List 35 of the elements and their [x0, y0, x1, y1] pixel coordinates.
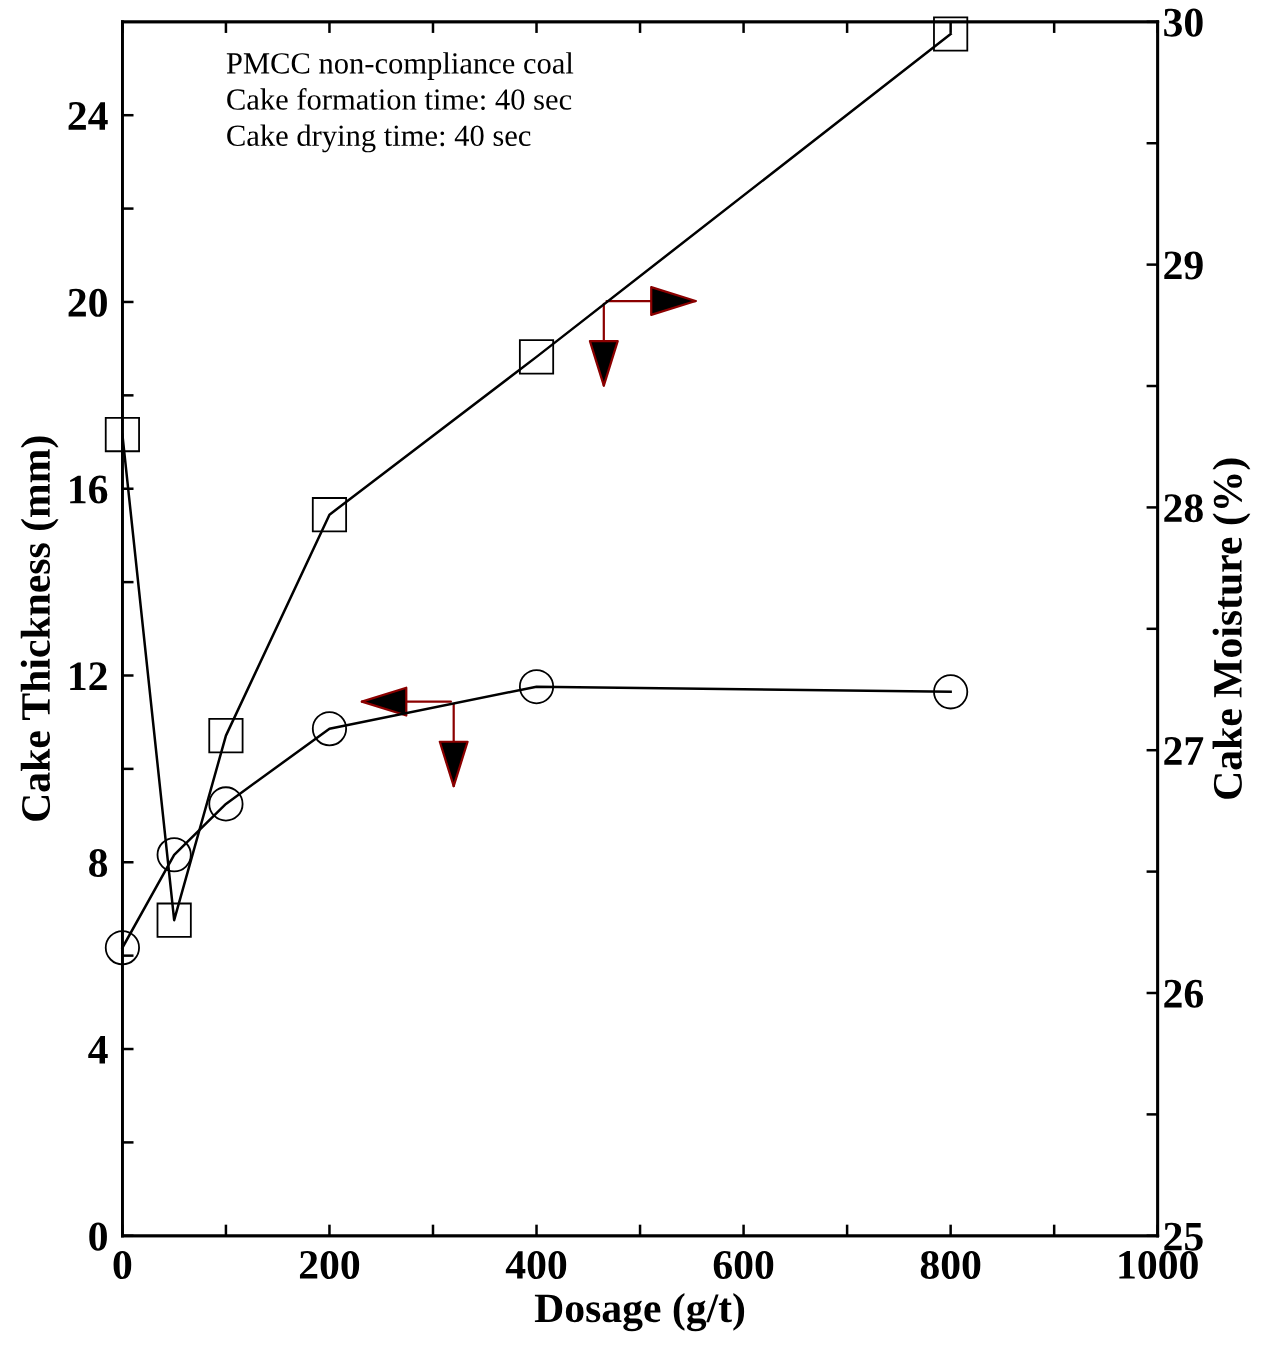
point: [518, 669, 555, 705]
y-tick-label: 12: [70, 662, 107, 690]
y-tick-label: 0: [89, 1222, 107, 1251]
y2-tick-label: 28: [1164, 494, 1203, 523]
x-axis-title: Dosage (g/t): [534, 1293, 745, 1332]
y2-tick-label: 25: [1164, 1222, 1203, 1251]
x-tick-label: 600: [713, 1250, 774, 1279]
x-tick-label: 400: [505, 1250, 567, 1279]
y-tick-label: 16: [70, 475, 108, 504]
y2-tick-label: 29: [1164, 251, 1203, 280]
y2-axis-title: Cake Moisture (%): [1212, 458, 1251, 799]
x-tick-label: 0: [113, 1250, 132, 1279]
point: [933, 674, 969, 710]
point: [156, 902, 192, 938]
y-tick-label: 24: [68, 102, 108, 130]
y2-tick-label: 30: [1164, 8, 1203, 37]
y2-tick-label: 27: [1164, 737, 1204, 765]
y-tick-label: 20: [68, 288, 107, 317]
point: [311, 711, 348, 747]
x-tick-label: 800: [920, 1250, 981, 1279]
y2-tick-label: 26: [1164, 979, 1204, 1008]
y-tick-label: 4: [88, 1036, 108, 1064]
point: [104, 416, 140, 453]
point: [933, 16, 969, 52]
point: [311, 497, 348, 533]
x-tick-label: 200: [299, 1250, 360, 1279]
point: [156, 837, 192, 873]
annotation: PMCC non-compliance coal Cake formation time: 40 sec Cake drying time: 40 sec: [226, 52, 574, 153]
point: [208, 786, 244, 822]
y-axis-title: Cake Thickness (mm): [20, 436, 59, 821]
y-tick-label: 8: [89, 849, 108, 878]
x-tick-label: 1000: [1119, 1250, 1198, 1279]
point: [518, 339, 555, 375]
point: [208, 718, 244, 754]
point: [104, 930, 140, 966]
